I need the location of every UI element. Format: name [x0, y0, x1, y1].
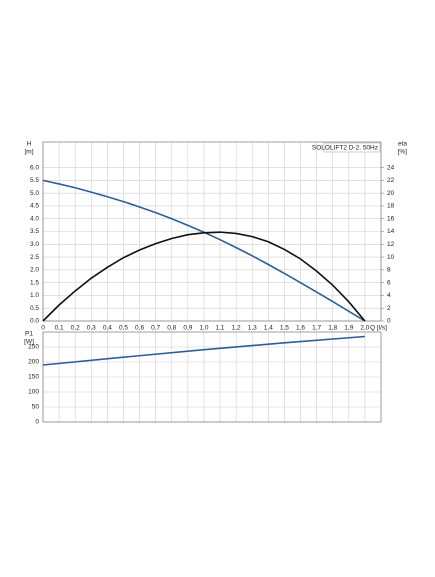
y2-tick-label: 10	[387, 254, 395, 261]
x-tick-label: 0,6	[135, 325, 144, 332]
y-axis-label: P1	[25, 331, 33, 338]
curve	[42, 231, 366, 322]
x-tick-label: 1,3	[248, 325, 257, 332]
y2-tick-label: 16	[387, 215, 395, 222]
y2-tick-label: 0	[387, 318, 391, 325]
y-tick-label: 150	[28, 374, 39, 381]
y2-axis-unit: [%]	[398, 149, 408, 156]
y2-axis-label: eta	[398, 141, 407, 148]
x-tick-label: 1,5	[280, 325, 289, 332]
plot-frame	[42, 331, 382, 423]
y-tick-label: 2.5	[30, 254, 39, 261]
y-tick-label: 1.5	[30, 279, 39, 286]
curve	[42, 335, 365, 366]
x-tick-label: 0,3	[87, 325, 96, 332]
y2-tick-label: 18	[387, 203, 395, 210]
y2-tick-label: 20	[387, 190, 395, 197]
y-tick-label: 3.0	[30, 241, 39, 248]
x-tick-label: 0,9	[183, 325, 192, 332]
plot-frame	[42, 141, 382, 322]
y-tick-label: 0.5	[30, 305, 39, 312]
y2-tick-label: 12	[387, 241, 395, 248]
y-tick-label: 5.5	[30, 177, 39, 184]
y2-tick-label: 24	[387, 164, 395, 171]
y-tick-label: 4.0	[30, 215, 39, 222]
y-tick-label: 50	[32, 404, 40, 411]
title-box	[323, 142, 381, 153]
chart-title: SOLOLIFT2 D-2. 50Hz	[312, 145, 378, 152]
x-tick-label: 0,8	[167, 325, 176, 332]
x-tick-label: 1,4	[264, 325, 273, 332]
y-tick-label: 2.0	[30, 267, 39, 274]
x-tick-label: 0,2	[71, 325, 80, 332]
y-tick-label: 1.0	[30, 292, 39, 299]
y2-tick-label: 22	[387, 177, 395, 184]
y2-tick-label: 14	[387, 228, 395, 235]
x-tick-label: 0,5	[119, 325, 128, 332]
y-tick-label: 6.0	[30, 164, 39, 171]
y-tick-label: 100	[28, 389, 39, 396]
x-tick-label: 0,4	[103, 325, 112, 332]
x-tick-label: 1,6	[296, 325, 305, 332]
y-tick-label: 200	[28, 359, 39, 366]
y-tick-label: 250	[28, 344, 39, 351]
x-tick-label: 0,7	[151, 325, 160, 332]
x-tick-label: 2,0	[360, 325, 369, 332]
y-tick-label: 3.5	[30, 228, 39, 235]
x-tick-label: 1,7	[312, 325, 321, 332]
x-tick-label: 1,1	[216, 325, 225, 332]
x-tick-label: 1,8	[328, 325, 337, 332]
y-axis-unit: [m]	[24, 149, 33, 156]
y2-tick-label: 6	[387, 279, 391, 286]
y-tick-label: 4.5	[30, 203, 39, 210]
y-tick-label: 0.0	[30, 318, 39, 325]
y2-tick-label: 2	[387, 305, 391, 312]
x-tick-label: 0,1	[55, 325, 64, 332]
y-axis-label: H	[27, 141, 32, 148]
y-tick-label: 0	[35, 419, 39, 426]
x-tick-label: 1,0	[199, 325, 208, 332]
y2-tick-label: 8	[387, 267, 391, 274]
x-tick-label: 1,2	[232, 325, 241, 332]
y2-tick-label: 4	[387, 292, 391, 299]
y-axis-unit: [W]	[24, 339, 34, 346]
x-tick-label: 0	[41, 325, 45, 332]
x-axis-label: Q [l/s]	[370, 325, 387, 332]
y-tick-label: 5.0	[30, 190, 39, 197]
x-tick-label: 1,9	[344, 325, 353, 332]
